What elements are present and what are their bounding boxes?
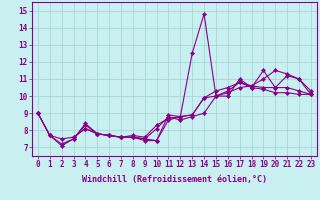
X-axis label: Windchill (Refroidissement éolien,°C): Windchill (Refroidissement éolien,°C) bbox=[82, 175, 267, 184]
